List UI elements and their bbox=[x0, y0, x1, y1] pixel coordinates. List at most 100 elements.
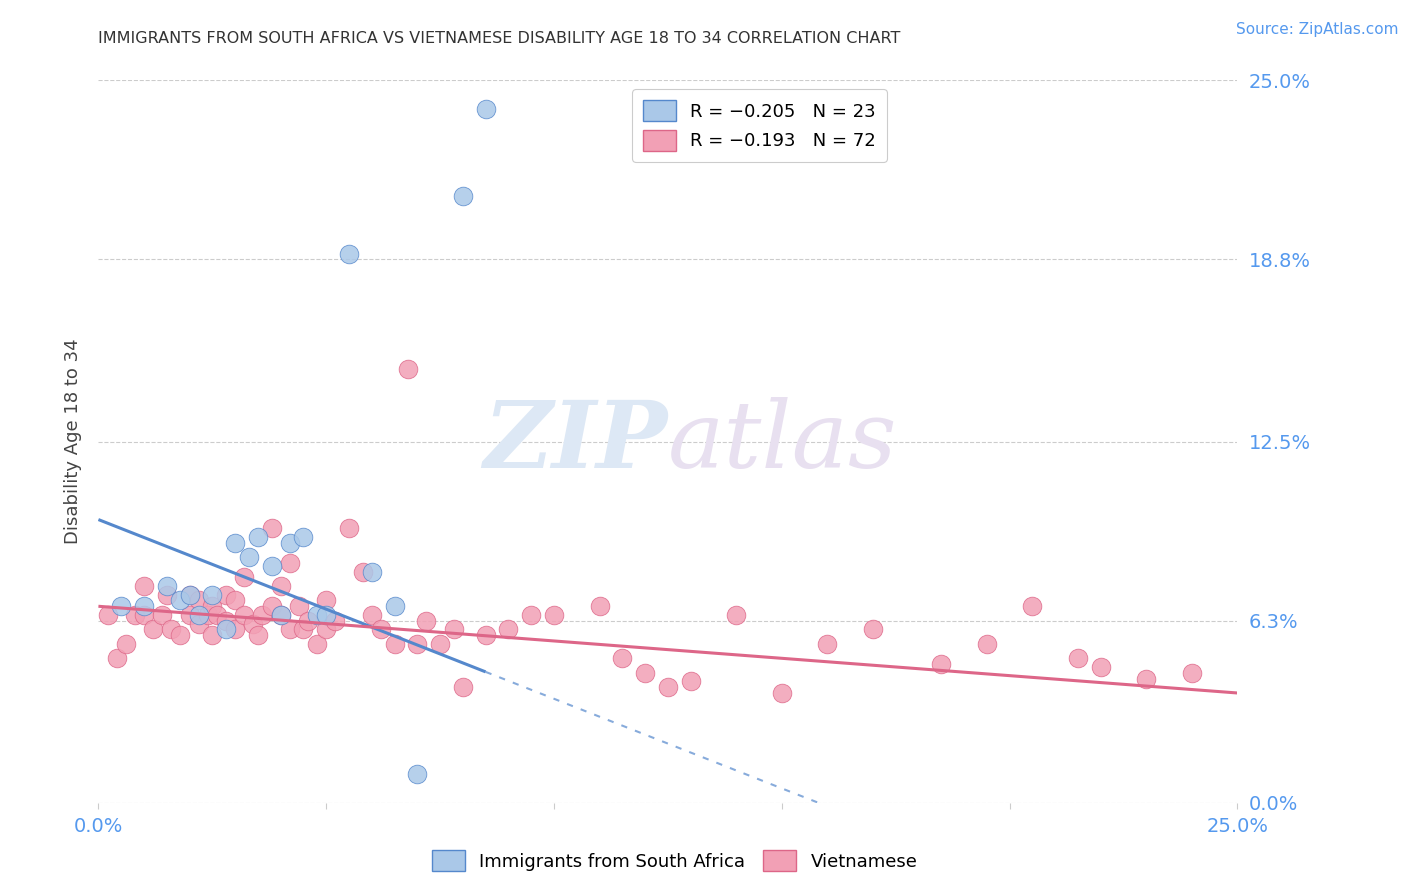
Point bbox=[224, 623, 246, 637]
Point bbox=[770, 686, 793, 700]
Point bbox=[1135, 672, 1157, 686]
Point bbox=[270, 607, 292, 622]
Y-axis label: Disability Age 18 to 34: Disability Age 18 to 34 bbox=[65, 339, 83, 544]
Point bbox=[110, 599, 132, 614]
Point bbox=[132, 599, 155, 614]
Point bbox=[1181, 665, 1204, 680]
Point bbox=[315, 607, 337, 622]
Point bbox=[337, 521, 360, 535]
Point bbox=[215, 623, 238, 637]
Point bbox=[634, 665, 657, 680]
Point bbox=[270, 579, 292, 593]
Point bbox=[1067, 651, 1090, 665]
Point bbox=[315, 623, 337, 637]
Point bbox=[260, 521, 283, 535]
Point bbox=[323, 614, 346, 628]
Point bbox=[278, 623, 301, 637]
Point bbox=[520, 607, 543, 622]
Text: IMMIGRANTS FROM SOUTH AFRICA VS VIETNAMESE DISABILITY AGE 18 TO 34 CORRELATION C: IMMIGRANTS FROM SOUTH AFRICA VS VIETNAME… bbox=[98, 31, 901, 46]
Point bbox=[315, 593, 337, 607]
Point bbox=[543, 607, 565, 622]
Point bbox=[132, 607, 155, 622]
Point bbox=[201, 588, 224, 602]
Point bbox=[252, 607, 274, 622]
Point bbox=[224, 535, 246, 549]
Point bbox=[169, 593, 191, 607]
Point bbox=[187, 616, 209, 631]
Point bbox=[179, 607, 201, 622]
Point bbox=[233, 607, 256, 622]
Point bbox=[429, 637, 451, 651]
Point bbox=[474, 102, 496, 116]
Point bbox=[270, 607, 292, 622]
Point bbox=[1090, 660, 1112, 674]
Point bbox=[292, 530, 315, 544]
Point bbox=[370, 623, 392, 637]
Point bbox=[297, 614, 319, 628]
Point bbox=[201, 628, 224, 642]
Point bbox=[657, 680, 679, 694]
Point bbox=[307, 607, 329, 622]
Point bbox=[187, 593, 209, 607]
Point bbox=[588, 599, 610, 614]
Point bbox=[150, 607, 173, 622]
Point bbox=[443, 623, 465, 637]
Point bbox=[307, 637, 329, 651]
Text: ZIP: ZIP bbox=[484, 397, 668, 486]
Point bbox=[260, 599, 283, 614]
Point bbox=[498, 623, 520, 637]
Point bbox=[246, 530, 269, 544]
Point bbox=[238, 550, 260, 565]
Point bbox=[384, 637, 406, 651]
Point bbox=[725, 607, 748, 622]
Point bbox=[179, 588, 201, 602]
Point bbox=[406, 767, 429, 781]
Text: Source: ZipAtlas.com: Source: ZipAtlas.com bbox=[1236, 22, 1399, 37]
Point bbox=[360, 607, 382, 622]
Point bbox=[187, 607, 209, 622]
Point bbox=[292, 623, 315, 637]
Point bbox=[278, 556, 301, 570]
Point bbox=[337, 246, 360, 260]
Point bbox=[179, 588, 201, 602]
Point bbox=[396, 362, 419, 376]
Point bbox=[215, 614, 238, 628]
Point bbox=[124, 607, 146, 622]
Point bbox=[201, 599, 224, 614]
Point bbox=[976, 637, 998, 651]
Point bbox=[288, 599, 311, 614]
Point bbox=[96, 607, 118, 622]
Point bbox=[197, 607, 219, 622]
Point bbox=[205, 607, 228, 622]
Point bbox=[862, 623, 884, 637]
Point bbox=[142, 623, 165, 637]
Point bbox=[406, 637, 429, 651]
Legend: R = −0.205   N = 23, R = −0.193   N = 72: R = −0.205 N = 23, R = −0.193 N = 72 bbox=[633, 89, 887, 161]
Point bbox=[156, 588, 179, 602]
Point bbox=[156, 579, 179, 593]
Point bbox=[246, 628, 269, 642]
Point bbox=[105, 651, 128, 665]
Point bbox=[114, 637, 136, 651]
Point bbox=[169, 628, 191, 642]
Point bbox=[679, 674, 702, 689]
Point bbox=[224, 593, 246, 607]
Point bbox=[215, 588, 238, 602]
Point bbox=[612, 651, 634, 665]
Point bbox=[360, 565, 382, 579]
Point bbox=[415, 614, 437, 628]
Point bbox=[260, 558, 283, 573]
Point bbox=[929, 657, 952, 671]
Point bbox=[1021, 599, 1043, 614]
Point bbox=[160, 623, 183, 637]
Point bbox=[815, 637, 838, 651]
Point bbox=[278, 535, 301, 549]
Point bbox=[384, 599, 406, 614]
Text: atlas: atlas bbox=[668, 397, 897, 486]
Point bbox=[352, 565, 374, 579]
Legend: Immigrants from South Africa, Vietnamese: Immigrants from South Africa, Vietnamese bbox=[425, 843, 925, 879]
Point bbox=[451, 189, 474, 203]
Point bbox=[451, 680, 474, 694]
Point bbox=[233, 570, 256, 584]
Point bbox=[474, 628, 496, 642]
